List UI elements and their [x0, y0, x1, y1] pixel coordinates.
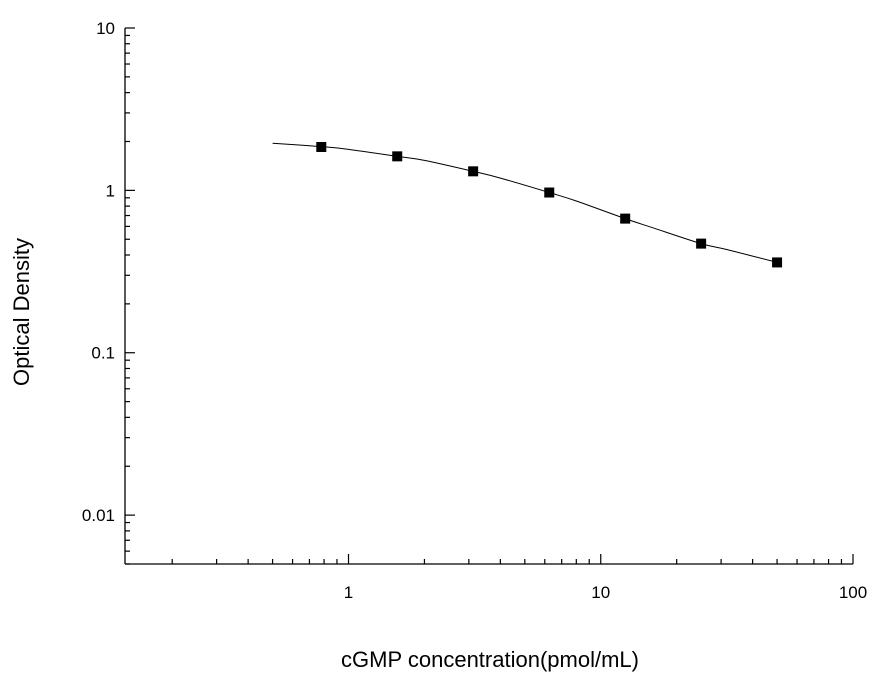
y-tick-label: 10 [96, 19, 115, 38]
x-tick-label: 1 [344, 583, 353, 602]
x-tick-label: 10 [591, 583, 610, 602]
y-axis-title: Optical Density [9, 238, 34, 386]
axes-layer: 1 10 100 0.01 0.1 1 10 [82, 19, 867, 602]
data-point [620, 213, 631, 224]
data-point [772, 257, 783, 268]
data-point [696, 238, 707, 249]
data-point [468, 166, 479, 177]
x-tick-label: 100 [839, 583, 867, 602]
x-axis-title: cGMP concentration(pmol/mL) [341, 647, 639, 672]
y-tick-label: 1 [106, 181, 115, 200]
data-points-layer [316, 141, 783, 268]
y-tick-label: 0.01 [82, 506, 115, 525]
data-point [392, 151, 403, 162]
y-tick-label: 0.1 [91, 344, 115, 363]
data-point [316, 141, 327, 152]
data-point [544, 187, 555, 198]
